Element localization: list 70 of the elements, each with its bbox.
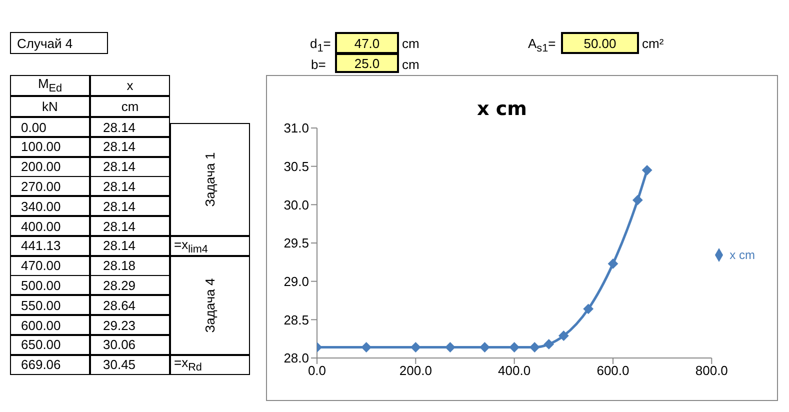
text: 340.00 [21,198,61,214]
text: 28.14 [103,178,136,194]
text: 30.45 [103,357,136,372]
x-tick-label: 800.0 [695,363,728,378]
text: 25.0 [354,56,380,70]
x-tick-label: 0.0 [308,363,326,378]
text: 50.00 [584,36,616,50]
text: Задача 1 [202,152,218,207]
point [530,342,540,352]
point [509,342,520,352]
text: 0.00 [21,120,46,134]
text: 30.06 [103,337,136,352]
text: cm² [642,36,664,51]
text: 470.00 [21,258,61,274]
text: 200.00 [21,159,61,174]
y-tick-label: 29.5 [284,236,309,251]
text: 29.23 [103,318,136,332]
text: kN [42,99,58,114]
point [608,258,618,269]
y-tick-label: 28.0 [284,350,309,366]
text: 270.00 [21,178,61,194]
point [445,342,456,352]
x-tick-label: 600.0 [596,363,630,378]
chart-title: x cm [477,98,527,120]
point [583,304,594,314]
text: cm [402,36,420,51]
text: 28.14 [103,238,136,254]
legend-label: x cm [730,248,755,262]
text: 28.29 [103,278,136,293]
text: cm [402,57,420,72]
text: 100.00 [21,139,61,154]
point [480,342,490,352]
text: cm [121,99,139,114]
text: 28.14 [103,159,136,174]
text: M$_{Ed}$ [38,76,62,95]
y-tick-label: 30.0 [284,197,309,212]
text: 28.14 [103,139,136,154]
text: x [126,78,134,93]
text: 400.00 [21,218,61,234]
text: b= [311,57,326,72]
x-tick-label: 200.0 [399,363,432,378]
point [642,165,652,176]
text: Задача 4 [202,278,218,332]
point [361,342,372,352]
point [410,342,421,352]
text: 441.13 [21,238,61,254]
text: d$_{1}$= [310,36,331,55]
text: 500.00 [21,278,61,293]
text: 650.00 [21,337,61,352]
y-tick-label: 28.5 [284,312,309,328]
text: 669.06 [21,357,61,372]
y-tick-label: 29.0 [284,274,309,289]
point [544,339,554,350]
x-tick-label: 400.0 [498,363,531,378]
y-tick-label: 30.5 [284,158,309,174]
text: 28.14 [103,218,136,234]
text: 600.00 [21,318,61,332]
text: 47.0 [354,36,380,50]
text: =x$_{Rd}$ [174,355,202,374]
text: 28.14 [103,120,136,134]
text: Случай 4 [17,36,73,50]
text: A$_{s1}$= [528,36,556,55]
point [632,195,643,206]
text: 550.00 [21,298,61,313]
y-tick-label: 31.0 [284,120,309,136]
text: 28.14 [103,198,136,214]
text: 28.18 [103,258,136,274]
point [558,330,569,341]
text: 28.64 [103,298,136,313]
text: =x$_{lim4}$ [174,236,208,256]
